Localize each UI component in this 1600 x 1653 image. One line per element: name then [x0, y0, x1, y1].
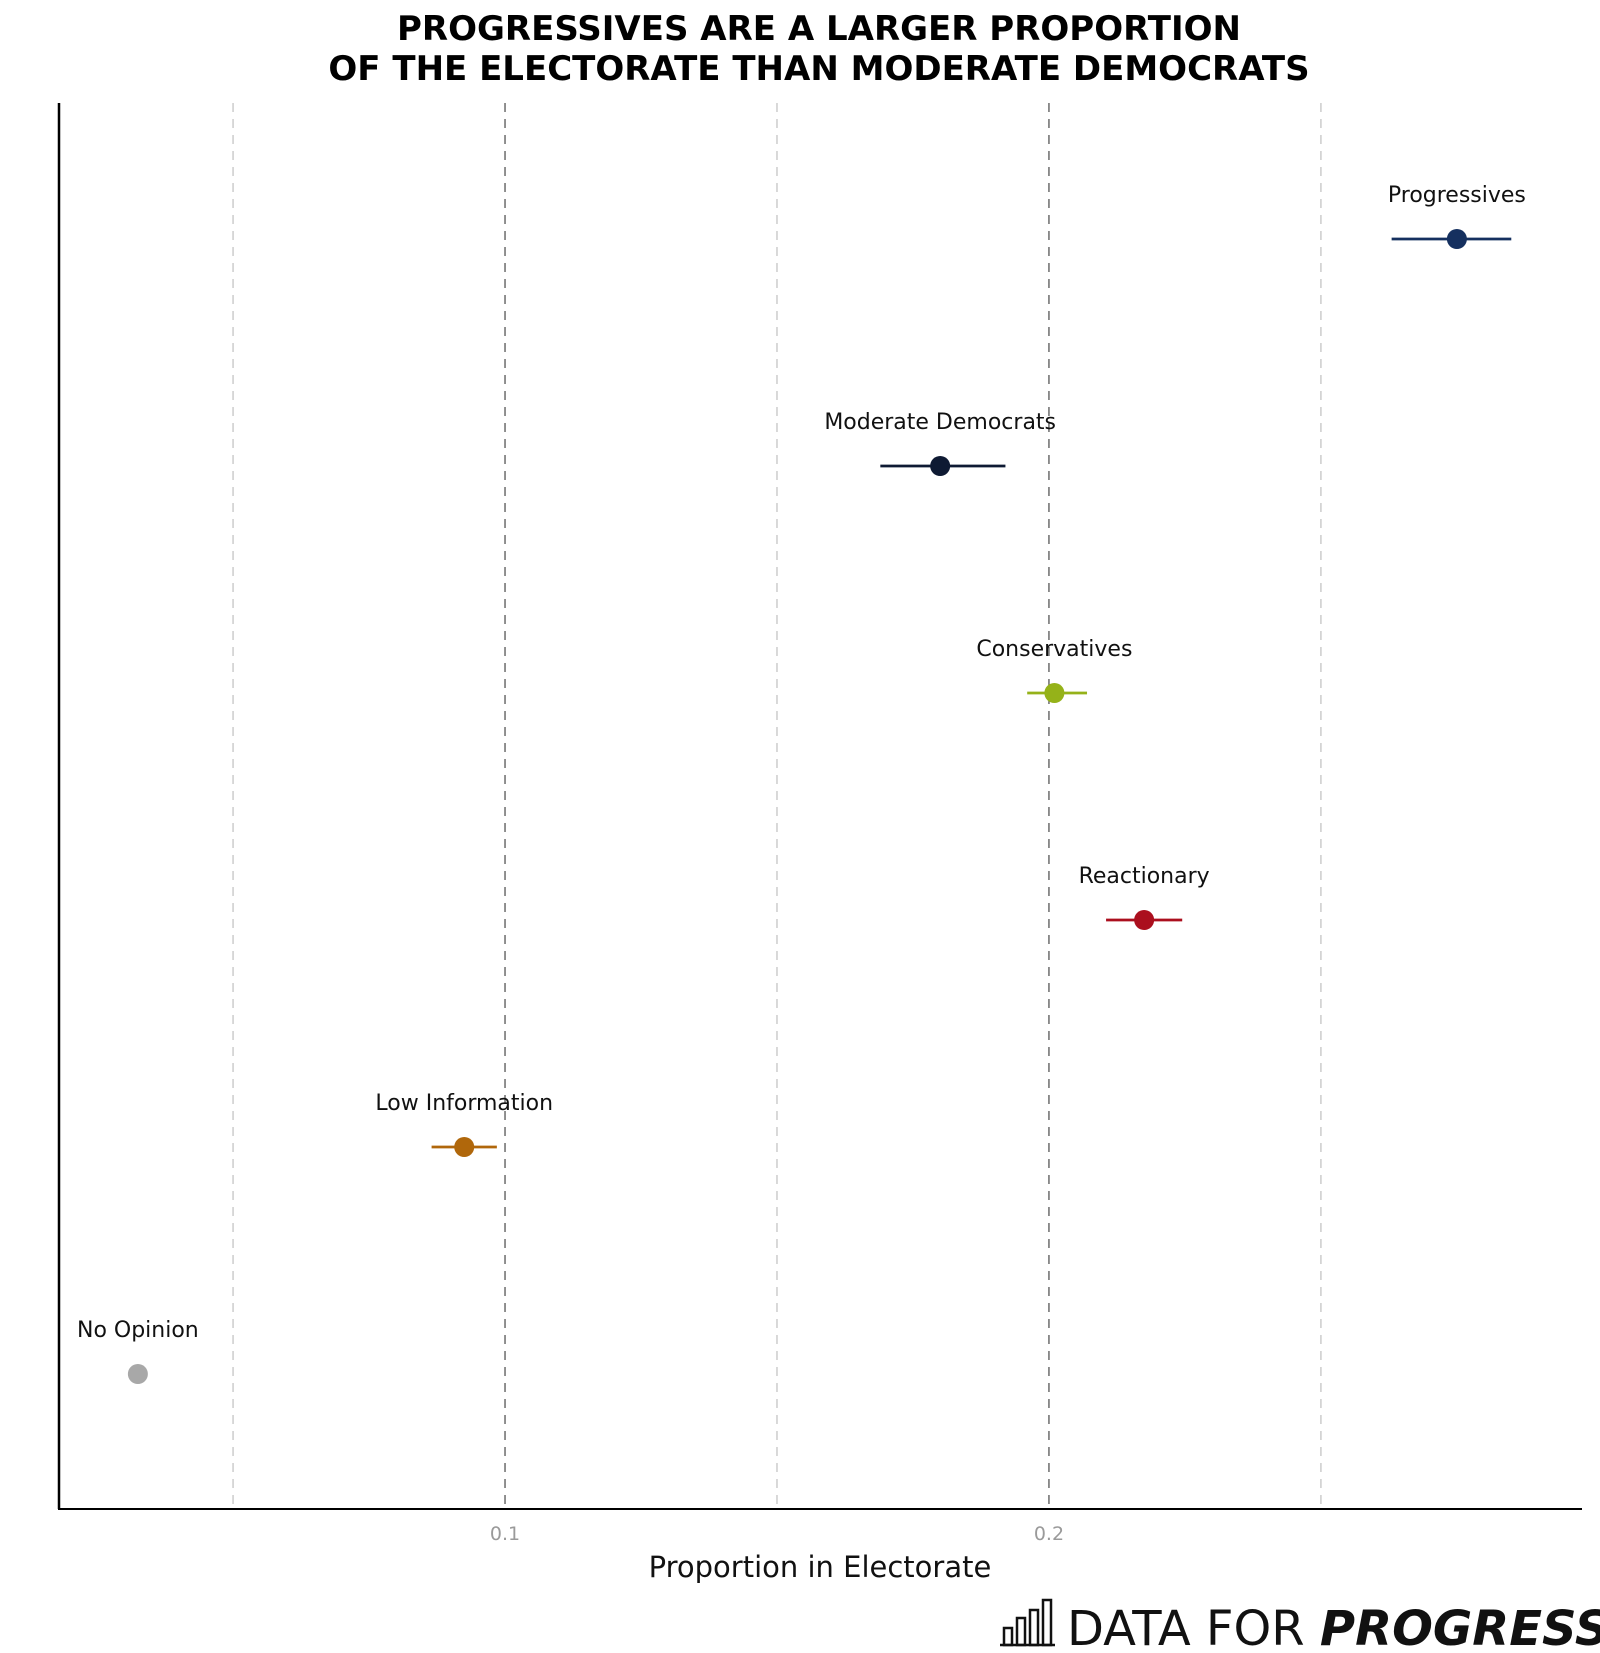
data-point-group: Conservatives: [976, 637, 1132, 703]
point-label: Low Information: [375, 1091, 553, 1116]
brand-logo: DATA FOR PROGRESS: [1000, 1598, 1600, 1653]
data-point: [1044, 683, 1065, 703]
bar-chart-icon: [1000, 1598, 1055, 1647]
data-point-group: Moderate Democrats: [824, 410, 1056, 476]
data-point: [127, 1364, 148, 1384]
data-point-group: Reactionary: [1079, 864, 1210, 930]
chart-title-line-2: OF THE ELECTORATE THAN MODERATE DEMOCRAT…: [328, 49, 1309, 89]
data-point: [930, 456, 951, 476]
data-point: [1446, 229, 1467, 249]
point-label: Conservatives: [976, 637, 1132, 662]
data-point-group: Progressives: [1388, 183, 1526, 249]
chart-title: PROGRESSIVES ARE A LARGER PROPORTION OF …: [328, 9, 1309, 89]
x-tick-label: 0.2: [1034, 1523, 1064, 1545]
x-tick-labels: 0.1 0.2: [490, 1523, 1064, 1545]
axes: [57, 103, 1582, 1510]
point-label: No Opinion: [77, 1318, 199, 1343]
data-point: [454, 1137, 475, 1157]
data-point: [1134, 910, 1155, 930]
point-label: Reactionary: [1079, 864, 1210, 889]
point-label: Progressives: [1388, 183, 1526, 208]
point-label: Moderate Democrats: [824, 410, 1056, 435]
x-tick-label: 0.1: [490, 1523, 520, 1545]
brand-wordmark-bold: PROGRESS: [1320, 1601, 1600, 1653]
x-axis-title: Proportion in Electorate: [649, 1550, 992, 1584]
data-point-group: No Opinion: [77, 1318, 199, 1384]
brand-wordmark: DATA FOR PROGRESS: [1067, 1601, 1600, 1653]
brand-wordmark-regular: DATA FOR: [1067, 1601, 1320, 1653]
gridlines: [232, 103, 1322, 1509]
data-point-group: Low Information: [375, 1091, 553, 1157]
data-points: Progressives Moderate Democrats Conservati…: [77, 183, 1526, 1384]
chart-title-line-1: PROGRESSIVES ARE A LARGER PROPORTION: [397, 9, 1241, 49]
